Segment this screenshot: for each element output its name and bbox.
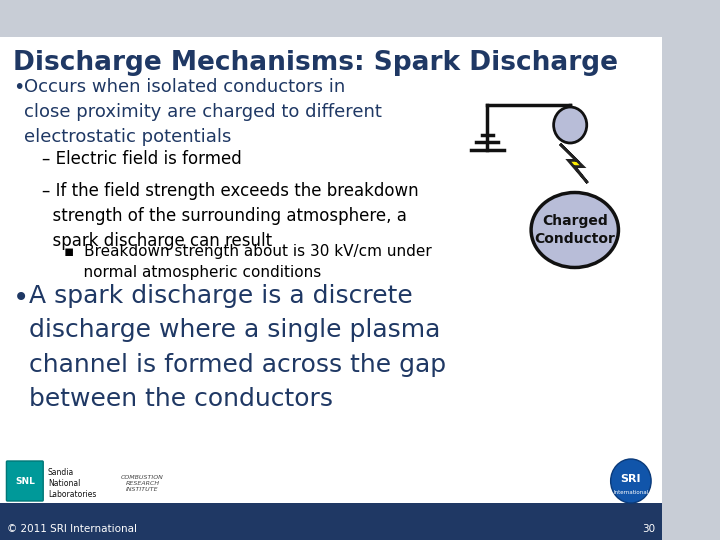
Text: COMBUSTION
RESEARCH
INSTITUTE: COMBUSTION RESEARCH INSTITUTE bbox=[121, 475, 164, 492]
Text: 30: 30 bbox=[642, 524, 654, 534]
Circle shape bbox=[611, 459, 651, 503]
Text: A spark discharge is a discrete
discharge where a single plasma
channel is forme: A spark discharge is a discrete discharg… bbox=[30, 284, 446, 411]
Text: © 2011 SRI International: © 2011 SRI International bbox=[7, 524, 138, 534]
Bar bbox=[0, 503, 662, 540]
Text: Charged
Conductor: Charged Conductor bbox=[534, 214, 615, 246]
Text: •: • bbox=[13, 78, 24, 97]
Text: – If the field strength exceeds the breakdown
  strength of the surrounding atmo: – If the field strength exceeds the brea… bbox=[42, 182, 419, 250]
Text: ▪  Breakdown strength about is 30 kV/cm under
    normal atmospheric conditions: ▪ Breakdown strength about is 30 kV/cm u… bbox=[64, 244, 432, 280]
Circle shape bbox=[554, 107, 587, 143]
Polygon shape bbox=[560, 144, 588, 183]
Ellipse shape bbox=[531, 192, 618, 267]
Text: Discharge Mechanisms: Spark Discharge: Discharge Mechanisms: Spark Discharge bbox=[13, 50, 618, 76]
FancyBboxPatch shape bbox=[6, 461, 43, 501]
Text: SRI: SRI bbox=[621, 474, 641, 484]
Text: Occurs when isolated conductors in
close proximity are charged to different
elec: Occurs when isolated conductors in close… bbox=[24, 78, 382, 146]
Bar bbox=[0, 0, 662, 37]
Text: SNL: SNL bbox=[15, 476, 35, 485]
Text: International: International bbox=[613, 489, 649, 495]
Text: Sandia
National
Laboratories: Sandia National Laboratories bbox=[48, 468, 96, 499]
Text: •: • bbox=[13, 284, 29, 312]
Text: – Electric field is formed: – Electric field is formed bbox=[42, 150, 242, 168]
